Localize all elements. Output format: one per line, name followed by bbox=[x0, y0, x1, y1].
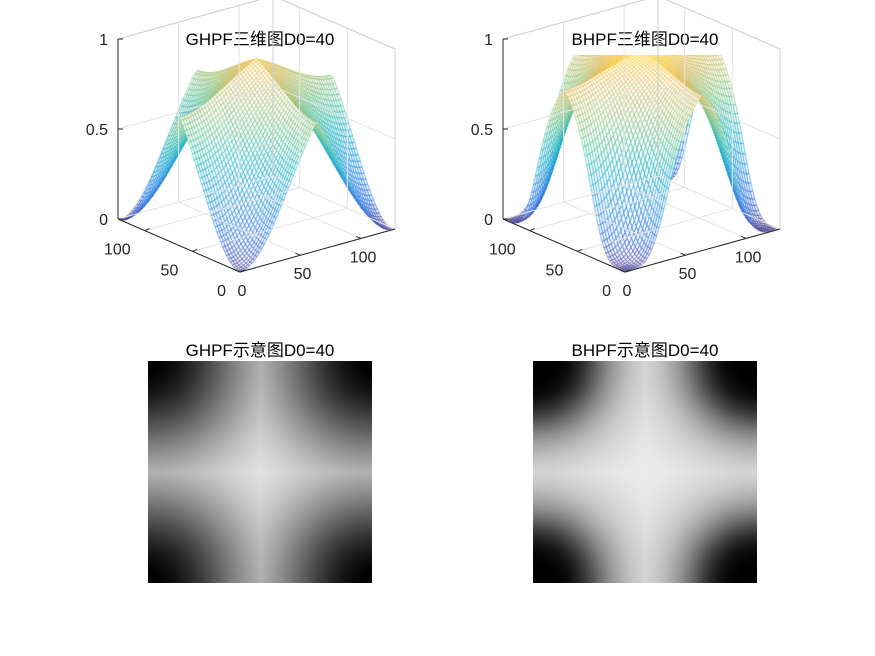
y-tick-mark bbox=[529, 228, 535, 232]
y-gridline-floor bbox=[577, 207, 733, 252]
x-axis-line bbox=[624, 228, 781, 273]
bhpf-filter-image[interactable] bbox=[533, 361, 757, 583]
y-tick-mark bbox=[192, 248, 198, 252]
ghpf-surface-axes: 0 50 100 0 50 100 0 0.5 1 bbox=[86, 0, 396, 300]
top-side-edge bbox=[665, 0, 781, 50]
x-gridline-floor bbox=[563, 201, 686, 256]
x-tick-label: 100 bbox=[735, 249, 762, 266]
z-tick-label: 0.5 bbox=[471, 122, 493, 139]
z-tick-label: 0 bbox=[484, 212, 493, 229]
y-tick-label: 0 bbox=[217, 283, 226, 300]
y-tick-mark bbox=[577, 248, 583, 252]
x-tick-label: 100 bbox=[350, 249, 377, 266]
y-tick-mark bbox=[144, 228, 150, 232]
x-tick-mark bbox=[680, 252, 686, 256]
x-tick-mark bbox=[619, 269, 626, 273]
y-gridline-floor bbox=[192, 207, 348, 252]
ghpf-filter-image[interactable] bbox=[148, 361, 372, 583]
chart-title-ghpf-3d: GHPF三维图D0=40 bbox=[185, 30, 335, 49]
chart-title-bhpf-3d: BHPF三维图D0=40 bbox=[571, 30, 719, 49]
y-axis-line bbox=[117, 218, 241, 273]
y-axis-line bbox=[502, 218, 626, 273]
x-tick-label: 0 bbox=[623, 283, 632, 300]
z-gridline-back bbox=[502, 175, 659, 220]
bhpf-surface-axes: 0 50 100 0 50 100 0 0.5 1 bbox=[471, 0, 781, 300]
x-tick-mark bbox=[234, 269, 241, 273]
z-tick-label: 1 bbox=[484, 32, 493, 49]
y-tick-label: 100 bbox=[489, 242, 516, 259]
z-gridline-back bbox=[502, 85, 659, 130]
x-tick-mark bbox=[740, 235, 747, 239]
y-tick-label: 100 bbox=[104, 242, 131, 259]
chart-title-bhpf-image: BHPF示意图D0=40 bbox=[571, 341, 719, 360]
z-tick-label: 1 bbox=[99, 32, 108, 49]
z-gridline-side bbox=[657, 175, 781, 230]
y-tick-label: 50 bbox=[161, 262, 179, 279]
z-gridline-back bbox=[117, 175, 274, 220]
x-tick-mark bbox=[355, 235, 362, 239]
z-gridline-side bbox=[657, 85, 781, 140]
y-gridline-floor bbox=[529, 187, 685, 232]
z-gridline-side bbox=[272, 85, 396, 140]
top-back-edge bbox=[502, 0, 646, 40]
x-gridline-floor bbox=[238, 184, 362, 239]
y-tick-mark bbox=[624, 269, 631, 273]
x-tick-label: 50 bbox=[294, 266, 312, 283]
top-back-edge bbox=[117, 0, 261, 40]
y-tick-label: 0 bbox=[602, 283, 611, 300]
y-tick-label: 50 bbox=[546, 262, 564, 279]
z-gridline-back bbox=[117, 85, 274, 130]
x-gridline-floor bbox=[623, 184, 747, 239]
chart-title-ghpf-image: GHPF示意图D0=40 bbox=[185, 341, 335, 360]
z-gridline-side bbox=[272, 175, 396, 230]
top-side-edge bbox=[280, 0, 396, 50]
x-tick-label: 0 bbox=[238, 283, 247, 300]
z-tick-label: 0.5 bbox=[86, 122, 108, 139]
y-tick-mark bbox=[239, 269, 246, 273]
x-tick-label: 50 bbox=[679, 266, 697, 283]
x-axis-line bbox=[239, 228, 396, 273]
y-gridline-floor bbox=[144, 187, 300, 232]
z-tick-label: 0 bbox=[99, 212, 108, 229]
x-gridline-floor bbox=[178, 201, 301, 256]
x-tick-mark bbox=[295, 252, 301, 256]
